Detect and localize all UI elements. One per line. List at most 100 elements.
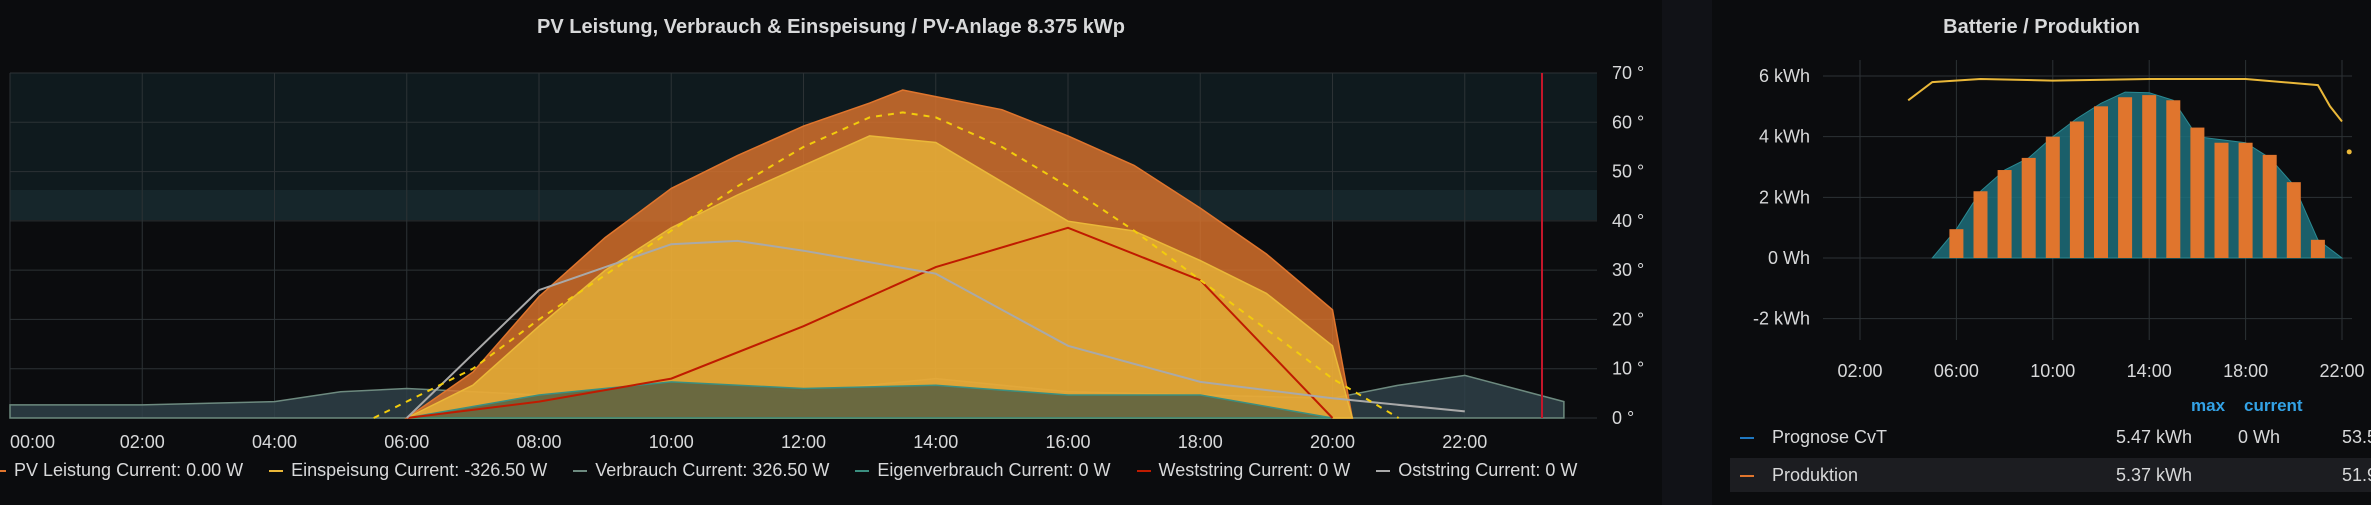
x-tick-label: 12:00: [781, 432, 826, 452]
x-tick-label: 10:00: [649, 432, 694, 452]
series-name: Prognose CvT: [1772, 427, 1888, 447]
series-oststring-line: [406, 239, 1465, 419]
legend-item[interactable]: Verbrauch Current: 326.50 W: [573, 460, 829, 481]
legend-swatch: [1740, 465, 1762, 486]
legend-current: Current: -326.50 W: [389, 460, 548, 480]
series-produktion-bar: [2166, 100, 2181, 259]
legend-swatch: [1740, 427, 1762, 448]
legend-current: Current: 326.50 W: [677, 460, 830, 480]
legend-label: Eigenverbrauch: [877, 460, 1004, 480]
x-tick-label: 02:00: [120, 432, 165, 452]
series-produktion-bar: [2142, 95, 2157, 258]
series-color: [1740, 475, 1754, 478]
series-batterie-line: [1907, 77, 2343, 123]
y-tick-label: 2 kWh: [1759, 187, 1810, 207]
x-tick-label: 22:00: [2319, 361, 2364, 381]
series-produktion-bar: [2238, 142, 2253, 258]
legend-current: Current: 0 W: [1243, 460, 1351, 480]
panel-title[interactable]: Batterie / Produktion: [1943, 16, 2140, 38]
legend-item[interactable]: Einspeisung Current: -326.50 W: [269, 460, 547, 481]
series-sun-elevation-line: [373, 111, 1400, 419]
x-tick-label: 14:00: [2127, 361, 2172, 381]
series-produktion-bar: [2310, 239, 2325, 258]
y2-tick-label: 20 °: [1612, 309, 1644, 329]
y2-tick-label: 10 °: [1612, 359, 1644, 379]
y2-tick-label: 50 °: [1612, 162, 1644, 182]
series-produktion-bar: [2262, 154, 2277, 258]
y2-tick-label: 30 °: [1612, 260, 1644, 280]
column-header-current[interactable]: current: [2244, 396, 2303, 415]
legend-current: Current: 0.00 W: [111, 460, 244, 480]
series-eigenverbrauch-area: [406, 381, 1333, 419]
legend-label: PV Leistung: [14, 460, 112, 480]
x-tick-label: 04:00: [252, 432, 297, 452]
legend-swatch: [1136, 470, 1151, 473]
batterie-produktion-panel: Batterie / Produktion 6 kWh 4 kWh 2 kWh 0 W…: [1712, 0, 2371, 505]
y-tick-label: 0 Wh: [1768, 248, 1810, 268]
x-tick-label: 18:00: [1178, 432, 1223, 452]
y-tick-label: 4 kWh: [1759, 127, 1810, 147]
series-prognose-area: [1931, 91, 2344, 259]
series-extra: 51.9: [2342, 465, 2371, 485]
series-weststring-line: [406, 226, 1334, 419]
series-color: [1740, 437, 1754, 440]
legend-item[interactable]: Eigenverbrauch Current: 0 W: [855, 460, 1111, 481]
x-tick-label: 22:00: [1442, 432, 1487, 452]
x-tick-label: 00:00: [10, 432, 55, 452]
series-produktion-bar: [2021, 157, 2036, 258]
pv-leistung-chart: 0 ° 10 ° 20 ° 30 ° 40 ° 50 ° 60 ° 70 ° 00:00 02:0…: [9, 63, 1644, 452]
legend-item[interactable]: Weststring Current: 0 W: [1136, 460, 1351, 481]
x-tick-label: 08:00: [516, 432, 561, 452]
y2-tick-label: 70 °: [1612, 63, 1644, 83]
series-produktion-bar: [1973, 191, 1988, 258]
series-produktion-bar: [2094, 106, 2108, 258]
series-produktion-bar: [2045, 136, 2060, 258]
legend-swatch: [1376, 470, 1391, 473]
legend-row-produktion[interactable]: Produktion 5.37 kWh 51.9: [1730, 458, 2371, 492]
legend-label: Oststring: [1398, 460, 1471, 480]
series-extra: 53.5: [2342, 427, 2371, 447]
y2-tick-label: 0 °: [1612, 408, 1634, 428]
x-tick-label: 18:00: [2223, 361, 2268, 381]
legend-item[interactable]: Oststring Current: 0 W: [1376, 460, 1577, 481]
legend-current: Current: 0 W: [1003, 460, 1111, 480]
legend-label: Einspeisung: [291, 460, 390, 480]
panel-title[interactable]: PV Leistung, Verbrauch & Einspeisung / P…: [537, 16, 1125, 38]
series-produktion-bar: [1997, 170, 2012, 258]
x-tick-label: 20:00: [1310, 432, 1355, 452]
series-produktion-bar: [2190, 127, 2205, 258]
pv-leistung-panel: PV Leistung, Verbrauch & Einspeisung / P…: [0, 16, 1645, 481]
series-produktion-bar: [2118, 97, 2133, 258]
series-produktion-bar: [2069, 121, 2084, 258]
legend-label: Verbrauch: [595, 460, 678, 480]
legend-row-prognose[interactable]: Prognose CvT 5.47 kWh 0 Wh 53.5: [1730, 420, 2371, 454]
legend-swatch: [0, 470, 6, 473]
series-produktion-bar: [2214, 142, 2229, 258]
column-header-max[interactable]: max: [2191, 396, 2226, 415]
x-tick-label: 10:00: [2030, 361, 2075, 381]
legend-swatch: [573, 470, 588, 473]
legend-swatch: [855, 470, 870, 473]
y-tick-label: 6 kWh: [1759, 66, 1810, 86]
x-tick-label: 06:00: [1934, 361, 1979, 381]
x-tick-label: 02:00: [1837, 361, 1882, 381]
batterie-produktion-chart: 6 kWh 4 kWh 2 kWh 0 Wh -2 kWh 02:00 06:00 10:00…: [1753, 60, 2365, 381]
y2-tick-label: 60 °: [1612, 112, 1644, 132]
y-tick-label: -2 kWh: [1753, 309, 1810, 329]
series-batterie-point: [2346, 149, 2352, 155]
x-tick-label: 06:00: [384, 432, 429, 452]
series-einspeisung-area: [406, 135, 1354, 419]
legend-item[interactable]: PV Leistung Current: 0.00 W: [0, 460, 243, 481]
x-tick-label: 14:00: [913, 432, 958, 452]
legend-swatch: [269, 470, 284, 473]
series-name: Produktion: [1772, 465, 1859, 485]
series-current: 0 Wh: [2238, 427, 2281, 447]
series-max: 5.47 kWh: [2116, 427, 2193, 447]
series-produktion-bar: [2286, 182, 2301, 258]
chart-legend: PV Leistung Current: 0.00 W Einspeisung C…: [0, 460, 1603, 481]
legend-current: Current: 0 W: [1470, 460, 1578, 480]
legend-label: Weststring: [1158, 460, 1244, 480]
y2-tick-label: 40 °: [1612, 211, 1644, 231]
series-produktion-bar: [1949, 229, 1964, 258]
x-tick-label: 16:00: [1045, 432, 1090, 452]
